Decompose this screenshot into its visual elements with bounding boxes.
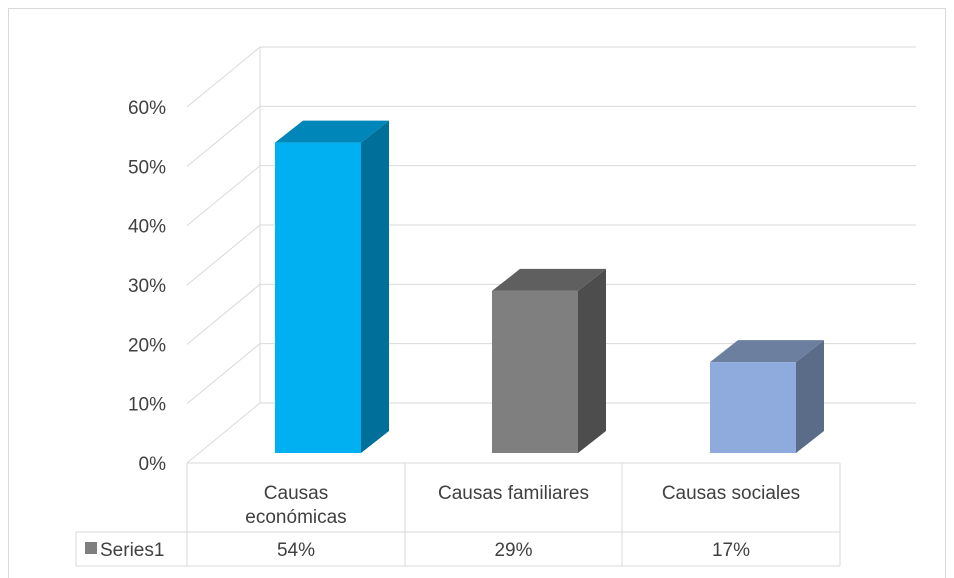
bar-top [710, 340, 824, 363]
bar-0 [275, 120, 389, 453]
bar-1 [492, 268, 606, 453]
legend-key [85, 542, 97, 554]
gridline-side-6 [186, 46, 261, 108]
y-tick-label: 10% [128, 395, 166, 416]
bar-front [710, 362, 796, 453]
bar-side [578, 268, 606, 453]
chart-frame [8, 8, 946, 578]
category-label: Causas económicas [245, 483, 346, 528]
series-name: Series1 [100, 540, 164, 561]
bar-top [492, 268, 606, 291]
gridline-side-0 [186, 402, 261, 464]
data-label: 17% [712, 540, 750, 561]
y-tick-label: 50% [128, 157, 166, 178]
bar-2 [710, 340, 824, 453]
bar-side [361, 120, 389, 453]
y-tick-label: 30% [128, 276, 166, 297]
y-axis-tick-labels: 0% 10% 20% 30% 40% 50% 60% [128, 98, 166, 475]
bars [275, 120, 824, 453]
category-label: Causas familiares [438, 483, 589, 504]
y-tick-label: 40% [128, 217, 166, 238]
category-label-line: Causas sociales [662, 483, 800, 504]
data-label: 54% [277, 540, 315, 561]
data-label: 29% [494, 540, 532, 561]
category-label-line: Causas [264, 483, 328, 504]
y-tick-label: 60% [128, 98, 166, 119]
bar-side [796, 340, 824, 453]
category-label: Causas sociales [662, 483, 800, 504]
category-label-line: económicas [245, 507, 346, 528]
gridline-side-5 [186, 105, 261, 167]
category-label-line: Causas familiares [438, 483, 589, 504]
y-tick-label: 0% [139, 454, 167, 475]
gridline-side-1 [186, 343, 261, 405]
data-table: Series1 54% 29% 17% [75, 462, 841, 567]
bar-front [492, 290, 578, 453]
y-tick-label: 20% [128, 335, 166, 356]
gridline-side-4 [186, 165, 261, 227]
gridline-side-3 [186, 224, 261, 286]
bar-front [275, 142, 361, 453]
bar-top [275, 120, 389, 143]
category-labels: Causas económicas Causas familiares Causas … [245, 483, 800, 528]
gridline-side-2 [186, 283, 261, 345]
